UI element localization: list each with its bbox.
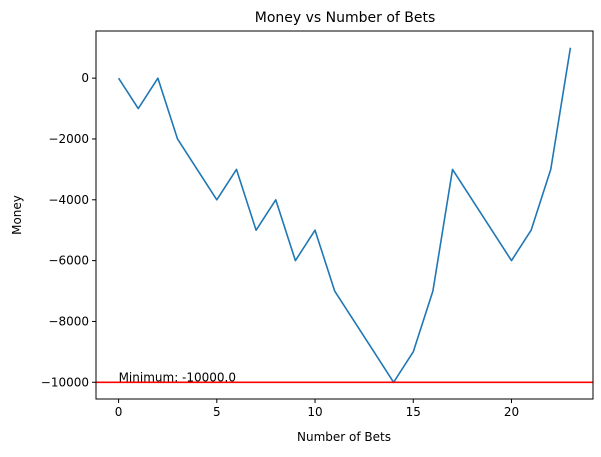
money-point (216, 199, 218, 201)
money-point (255, 229, 257, 231)
money-point (118, 77, 120, 79)
money-point (452, 169, 454, 171)
y-tick-label: −8000 (48, 314, 89, 328)
money-point (177, 138, 179, 140)
x-tick-label: 10 (307, 405, 322, 419)
plot-area (96, 47, 593, 384)
x-tick-label: 5 (213, 405, 221, 419)
x-tick-label: 15 (406, 405, 421, 419)
money-point (314, 229, 316, 231)
plot-frame (95, 30, 594, 400)
money-point (275, 199, 277, 201)
money-point (471, 199, 473, 201)
money-point (334, 290, 336, 292)
money-point (373, 351, 375, 353)
x-axis-label: Number of Bets (297, 430, 391, 444)
money-point (236, 169, 238, 171)
y-tick-label: −10000 (41, 375, 89, 389)
money-point (491, 229, 493, 231)
money-point (157, 77, 159, 79)
money-point (354, 321, 356, 323)
money-point (137, 108, 139, 110)
money-point (412, 351, 414, 353)
money-point (511, 260, 513, 262)
money-point (530, 229, 532, 231)
x-tick-label: 0 (115, 405, 123, 419)
money-point (432, 290, 434, 292)
money-point (196, 169, 198, 171)
money-point (295, 260, 297, 262)
x-tick-label: 20 (504, 405, 519, 419)
chart-title: Money vs Number of Bets (255, 10, 436, 26)
y-tick-label: 0 (81, 71, 89, 85)
money-point (550, 169, 552, 171)
money-series-line (117, 47, 572, 384)
y-axis-label: Money (10, 195, 24, 235)
money-point (570, 47, 572, 49)
y-tick-label: −2000 (48, 132, 89, 146)
minimum-annotation: Minimum: -10000.0 (119, 370, 236, 384)
y-tick-label: −6000 (48, 254, 89, 268)
y-tick-label: −4000 (48, 193, 89, 207)
